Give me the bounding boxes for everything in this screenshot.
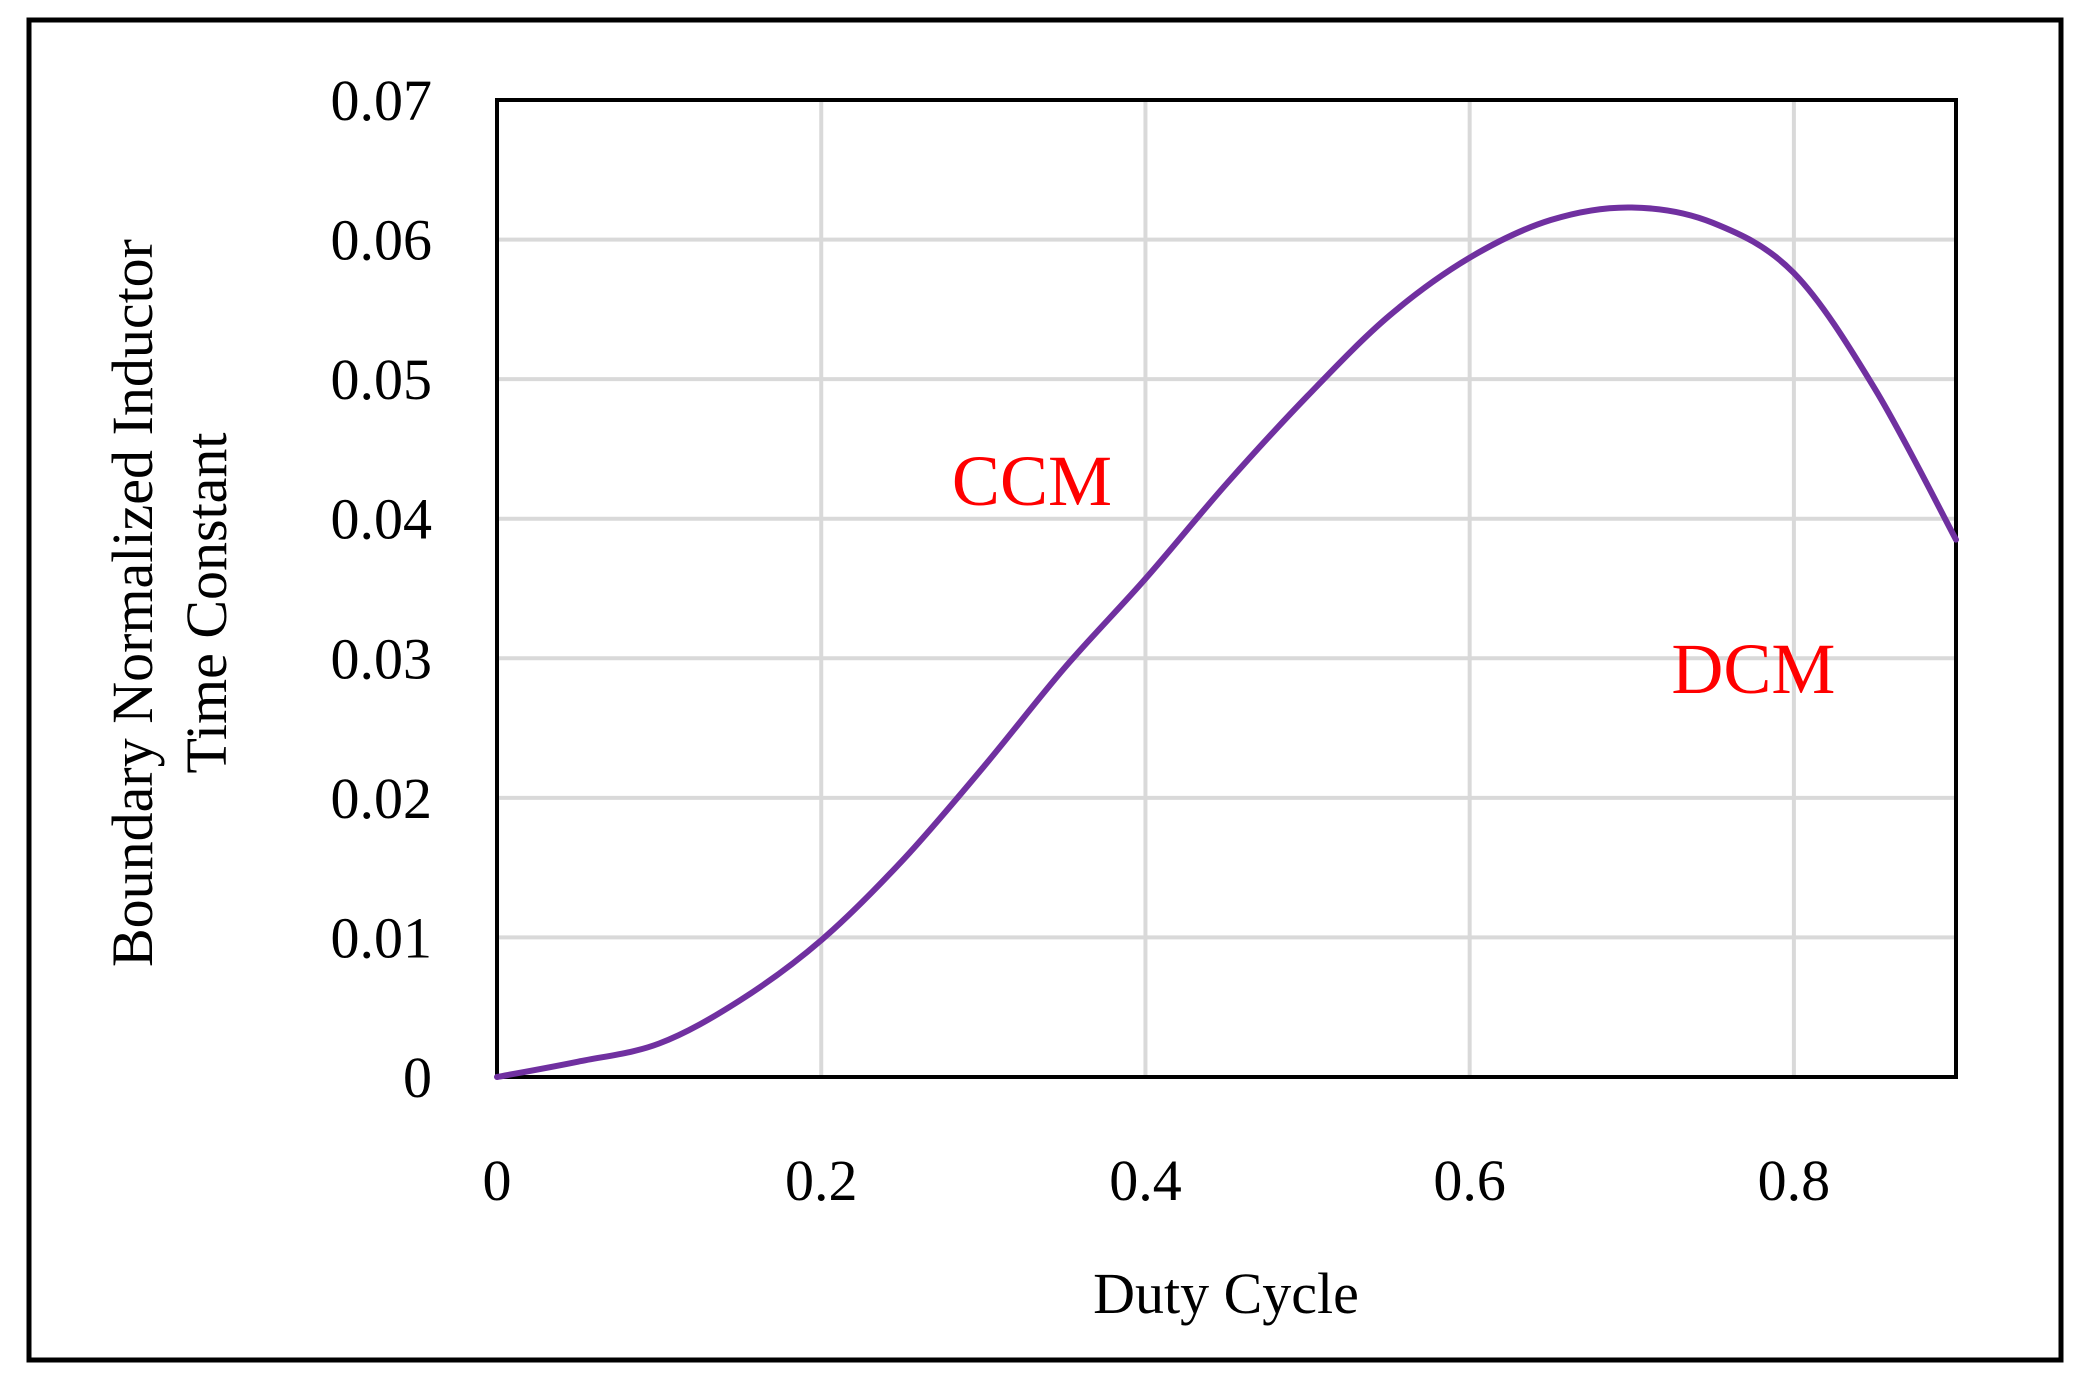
- x-tick-label: 0.2: [785, 1148, 858, 1213]
- y-tick-label: 0.05: [331, 347, 433, 412]
- y-axis-title-line-2: Time Constant: [174, 432, 239, 773]
- y-tick-label: 0.01: [331, 905, 433, 970]
- y-axis-title-line-1: Boundary Normalized Inductor: [100, 239, 165, 967]
- series-line-0: [494, 204, 1959, 1080]
- x-tick-label: 0.6: [1433, 1148, 1506, 1213]
- y-tick-label: 0.04: [331, 487, 433, 552]
- tick-labels: 0 0.01 0.02 0.03 0.04 0.05 0.06 0.07 0 0.2 0.4 0.6 0…: [331, 68, 1831, 1213]
- grid-lines: [497, 100, 1956, 1077]
- y-tick-label: 0.07: [331, 68, 433, 133]
- annotations: CCM DCM: [952, 441, 1835, 709]
- y-tick-label: 0: [403, 1045, 432, 1110]
- x-axis-title: Duty Cycle: [1093, 1261, 1359, 1326]
- x-tick-label: 0: [483, 1148, 512, 1213]
- x-tick-label: 0.4: [1109, 1148, 1182, 1213]
- plot-area-frame: [495, 98, 1958, 1079]
- y-tick-label: 0.03: [331, 626, 433, 691]
- annotation-dcm: DCM: [1671, 629, 1835, 709]
- y-axis-title: Boundary Normalized Inductor Time Consta…: [100, 239, 239, 967]
- x-tick-label: 0.8: [1758, 1148, 1831, 1213]
- y-tick-label: 0.02: [331, 766, 433, 831]
- y-tick-label: 0.06: [331, 208, 433, 273]
- annotation-ccm: CCM: [952, 441, 1112, 521]
- series-layer: [494, 204, 1959, 1080]
